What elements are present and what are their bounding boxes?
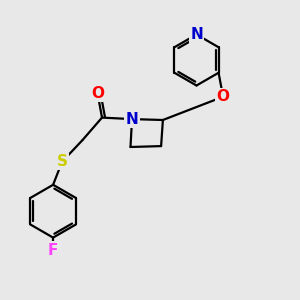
Text: N: N bbox=[190, 27, 203, 42]
Text: F: F bbox=[48, 243, 58, 258]
Text: O: O bbox=[91, 85, 104, 100]
Text: O: O bbox=[217, 89, 230, 104]
Text: N: N bbox=[126, 112, 138, 127]
Text: S: S bbox=[57, 154, 68, 169]
